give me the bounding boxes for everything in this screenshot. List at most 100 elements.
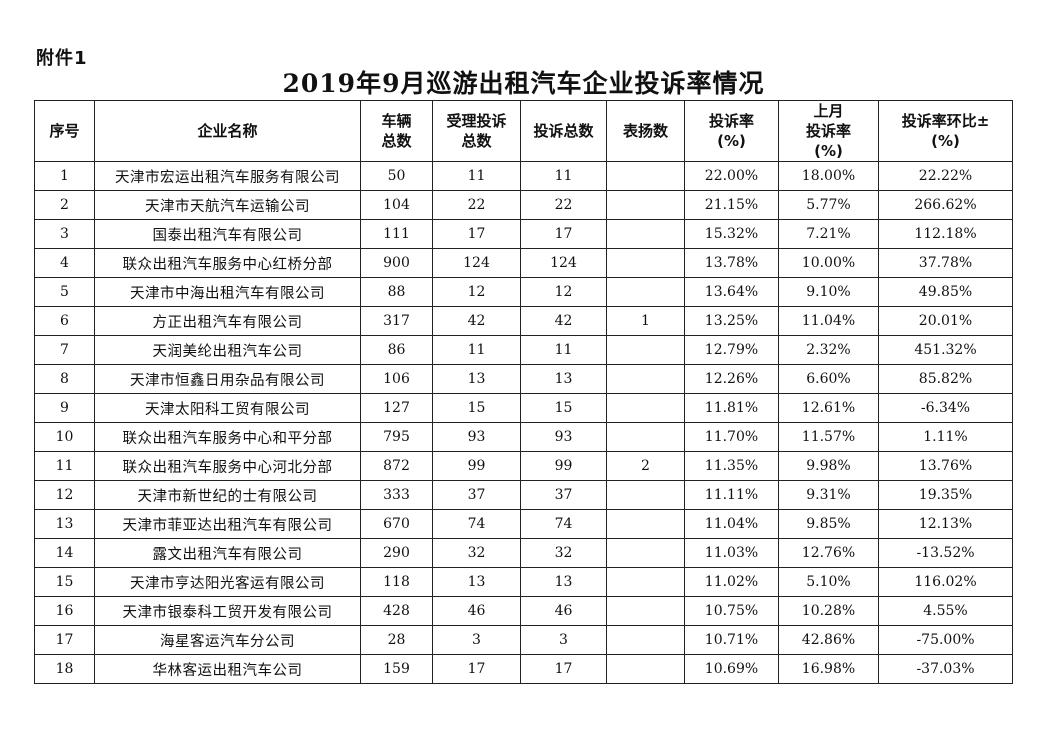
cell-rate-change: 19.35% bbox=[878, 480, 1013, 510]
cell-accepted-complaints: 32 bbox=[432, 538, 521, 568]
cell-rate-change: 116.02% bbox=[878, 567, 1013, 597]
cell-company-name: 天津市宏运出租汽车服务有限公司 bbox=[94, 161, 361, 191]
cell-complaint-total: 22 bbox=[520, 190, 607, 220]
cell-praise-count bbox=[606, 509, 685, 539]
cell-last-month-rate: 12.61% bbox=[778, 393, 879, 423]
cell-last-month-rate: 18.00% bbox=[778, 161, 879, 191]
cell-last-month-rate: 9.10% bbox=[778, 277, 879, 307]
cell-complaint-rate: 21.15% bbox=[684, 190, 779, 220]
cell-vehicle-total: 86 bbox=[360, 335, 433, 365]
cell-complaint-rate: 13.78% bbox=[684, 248, 779, 278]
cell-complaint-total: 99 bbox=[520, 451, 607, 481]
cell-vehicle-total: 317 bbox=[360, 306, 433, 336]
cell-praise-count bbox=[606, 567, 685, 597]
cell-complaint-total: 11 bbox=[520, 335, 607, 365]
cell-rate-change: 1.11% bbox=[878, 422, 1013, 452]
cell-complaint-rate: 13.25% bbox=[684, 306, 779, 336]
cell-rate-change: 12.13% bbox=[878, 509, 1013, 539]
cell-complaint-total: 12 bbox=[520, 277, 607, 307]
cell-company-name: 方正出租汽车有限公司 bbox=[94, 306, 361, 336]
cell-vehicle-total: 795 bbox=[360, 422, 433, 452]
cell-praise-count bbox=[606, 625, 685, 655]
table-body: 1 天津市宏运出租汽车服务有限公司 50 11 11 22.00% 18.00% 22.22%… bbox=[34, 161, 1013, 684]
cell-complaint-rate: 15.32% bbox=[684, 219, 779, 249]
table-row: 12 天津市新世纪的士有限公司 333 37 37 11.11% 9.31% 19.35% bbox=[34, 480, 1013, 510]
header-complaint-rate: 投诉率 (%) bbox=[684, 100, 779, 162]
table-row: 10 联众出租汽车服务中心和平分部 795 93 93 11.70% 11.57% 1.11% bbox=[34, 422, 1013, 452]
cell-company-name: 天津市菲亚达出租汽车有限公司 bbox=[94, 509, 361, 539]
cell-accepted-complaints: 93 bbox=[432, 422, 521, 452]
cell-company-name: 天津市新世纪的士有限公司 bbox=[94, 480, 361, 510]
cell-vehicle-total: 106 bbox=[360, 364, 433, 394]
cell-complaint-total: 3 bbox=[520, 625, 607, 655]
cell-praise-count: 2 bbox=[606, 451, 685, 481]
header-rate-change: 投诉率环比± (%) bbox=[878, 100, 1013, 162]
cell-complaint-total: 93 bbox=[520, 422, 607, 452]
cell-company-name: 国泰出租汽车有限公司 bbox=[94, 219, 361, 249]
cell-vehicle-total: 333 bbox=[360, 480, 433, 510]
cell-rate-change: -6.34% bbox=[878, 393, 1013, 423]
cell-accepted-complaints: 46 bbox=[432, 596, 521, 626]
cell-last-month-rate: 5.10% bbox=[778, 567, 879, 597]
cell-accepted-complaints: 11 bbox=[432, 161, 521, 191]
cell-complaint-rate: 10.71% bbox=[684, 625, 779, 655]
cell-seq: 17 bbox=[34, 625, 95, 655]
table-row: 15 天津市亨达阳光客运有限公司 118 13 13 11.02% 5.10% 116.02% bbox=[34, 567, 1013, 597]
cell-complaint-total: 13 bbox=[520, 567, 607, 597]
cell-last-month-rate: 10.00% bbox=[778, 248, 879, 278]
cell-rate-change: 85.82% bbox=[878, 364, 1013, 394]
cell-last-month-rate: 16.98% bbox=[778, 654, 879, 684]
cell-complaint-total: 17 bbox=[520, 654, 607, 684]
cell-complaint-rate: 11.04% bbox=[684, 509, 779, 539]
cell-complaint-rate: 11.02% bbox=[684, 567, 779, 597]
cell-company-name: 露文出租汽车有限公司 bbox=[94, 538, 361, 568]
header-vehicle-total: 车辆 总数 bbox=[360, 100, 433, 162]
cell-company-name: 联众出租汽车服务中心红桥分部 bbox=[94, 248, 361, 278]
cell-seq: 5 bbox=[34, 277, 95, 307]
cell-complaint-total: 124 bbox=[520, 248, 607, 278]
cell-company-name: 联众出租汽车服务中心河北分部 bbox=[94, 451, 361, 481]
cell-rate-change: 37.78% bbox=[878, 248, 1013, 278]
cell-vehicle-total: 50 bbox=[360, 161, 433, 191]
complaint-rate-table: 序号 企业名称 车辆 总数 受理投诉 总数 投诉总数 表扬数 投诉率 (%) 上月 投诉率 (%) 投诉率… bbox=[34, 100, 1013, 684]
cell-praise-count bbox=[606, 161, 685, 191]
table-row: 6 方正出租汽车有限公司 317 42 42 1 13.25% 11.04% 20.01% bbox=[34, 306, 1013, 336]
cell-rate-change: 451.32% bbox=[878, 335, 1013, 365]
cell-praise-count bbox=[606, 277, 685, 307]
table-row: 13 天津市菲亚达出租汽车有限公司 670 74 74 11.04% 9.85% 12.13% bbox=[34, 509, 1013, 539]
cell-complaint-rate: 12.26% bbox=[684, 364, 779, 394]
cell-seq: 8 bbox=[34, 364, 95, 394]
cell-complaint-rate: 12.79% bbox=[684, 335, 779, 365]
cell-vehicle-total: 428 bbox=[360, 596, 433, 626]
cell-company-name: 海星客运汽车分公司 bbox=[94, 625, 361, 655]
cell-complaint-total: 17 bbox=[520, 219, 607, 249]
cell-accepted-complaints: 15 bbox=[432, 393, 521, 423]
cell-complaint-total: 37 bbox=[520, 480, 607, 510]
cell-vehicle-total: 88 bbox=[360, 277, 433, 307]
cell-accepted-complaints: 11 bbox=[432, 335, 521, 365]
cell-complaint-rate: 22.00% bbox=[684, 161, 779, 191]
page-title: 2019年9月巡游出租汽车企业投诉率情况 bbox=[282, 69, 765, 98]
cell-seq: 16 bbox=[34, 596, 95, 626]
cell-company-name: 天津太阳科工贸有限公司 bbox=[94, 393, 361, 423]
cell-company-name: 天津市天航汽车运输公司 bbox=[94, 190, 361, 220]
table-row: 4 联众出租汽车服务中心红桥分部 900 124 124 13.78% 10.00% 37.7… bbox=[34, 248, 1013, 278]
cell-vehicle-total: 159 bbox=[360, 654, 433, 684]
cell-complaint-rate: 11.03% bbox=[684, 538, 779, 568]
cell-seq: 11 bbox=[34, 451, 95, 481]
cell-company-name: 天津市中海出租汽车有限公司 bbox=[94, 277, 361, 307]
cell-complaint-rate: 11.70% bbox=[684, 422, 779, 452]
cell-praise-count bbox=[606, 538, 685, 568]
cell-complaint-rate: 11.11% bbox=[684, 480, 779, 510]
cell-vehicle-total: 670 bbox=[360, 509, 433, 539]
cell-last-month-rate: 9.98% bbox=[778, 451, 879, 481]
cell-praise-count bbox=[606, 422, 685, 452]
header-seq: 序号 bbox=[34, 100, 95, 162]
cell-complaint-total: 15 bbox=[520, 393, 607, 423]
cell-seq: 12 bbox=[34, 480, 95, 510]
cell-seq: 7 bbox=[34, 335, 95, 365]
cell-rate-change: 13.76% bbox=[878, 451, 1013, 481]
cell-last-month-rate: 12.76% bbox=[778, 538, 879, 568]
cell-accepted-complaints: 22 bbox=[432, 190, 521, 220]
cell-praise-count bbox=[606, 480, 685, 510]
